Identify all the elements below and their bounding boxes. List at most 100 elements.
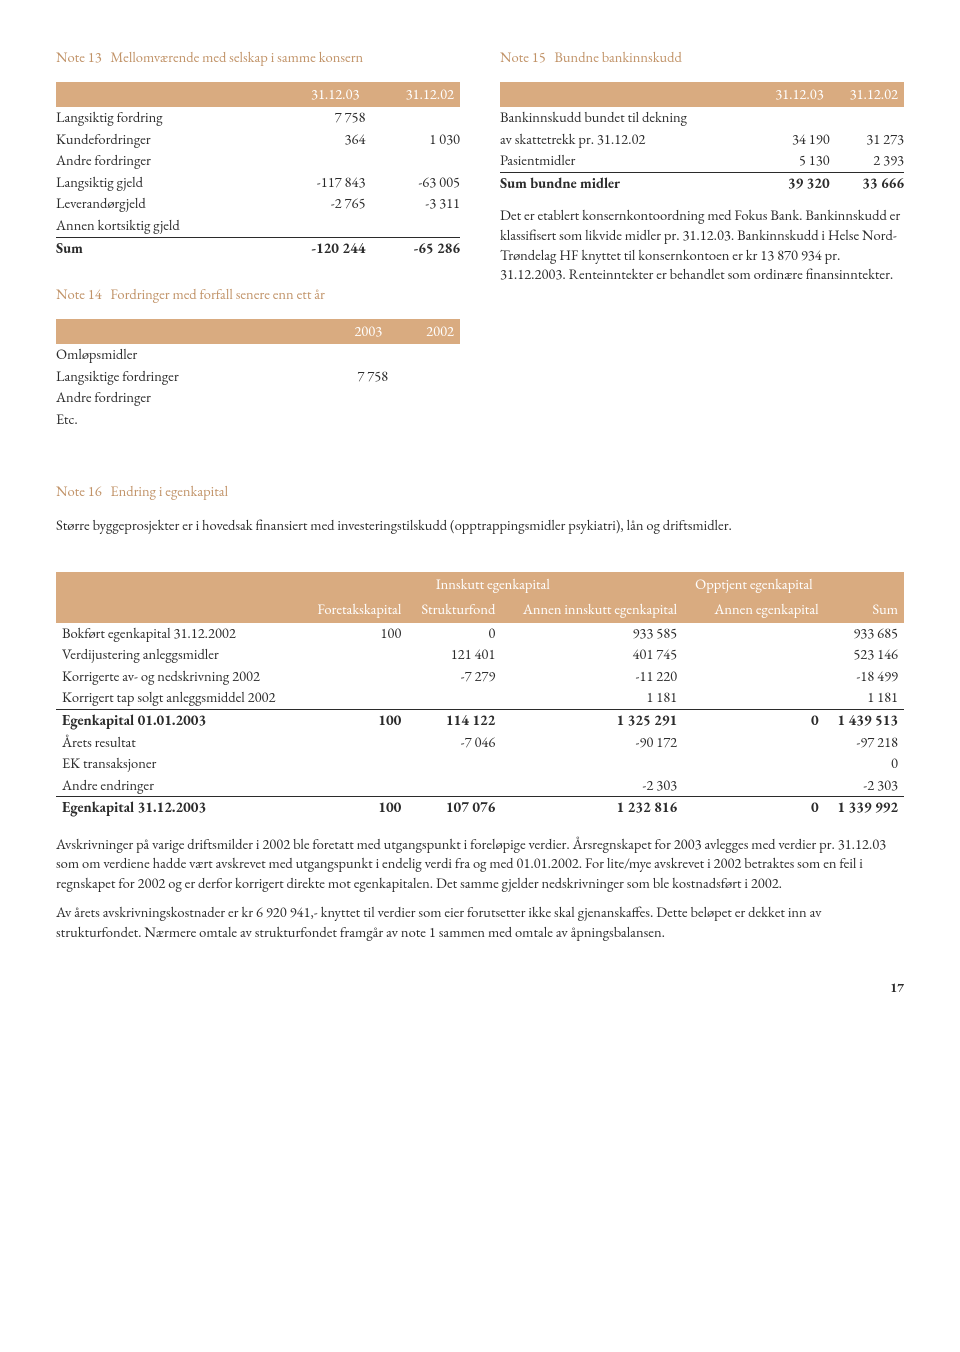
cell-v3 xyxy=(501,753,683,775)
cell-label: EK transaksjoner xyxy=(56,753,302,775)
cell-v2: 0 xyxy=(407,623,501,645)
cell-v1 xyxy=(302,644,407,666)
note16-intro: Større byggeprosjekter er i hovedsak fin… xyxy=(56,516,904,536)
note13-h1: 31.12.03 xyxy=(271,82,366,108)
table-row: Korrigerte av- og nedskrivning 2002 -7 2… xyxy=(56,666,904,688)
note16-c1: Foretakskapital xyxy=(302,597,407,623)
cell-v1 xyxy=(302,753,407,775)
cell-c1 xyxy=(316,344,388,366)
note16-num: Note 16 xyxy=(56,482,102,501)
cell-label: Leverandørgjeld xyxy=(56,193,271,215)
note13-h2: 31.12.02 xyxy=(365,82,460,108)
note15-table: 31.12.03 31.12.02 Bankinnskudd bundet ti… xyxy=(500,82,904,195)
note15-sum-row: Sum bundne midler 39 320 33 666 xyxy=(500,172,904,194)
note13-title: Note 13 Mellomværende med selskap i samm… xyxy=(56,48,460,68)
table-row: Bokført egenkapital 31.12.2002 100 0 933… xyxy=(56,623,904,645)
note13-header-row: 31.12.03 31.12.02 xyxy=(56,82,460,108)
note15-intro-label: Bankinnskudd bundet til dekning xyxy=(500,107,755,129)
cell-c2: -3 311 xyxy=(365,193,460,215)
cell-label: Andre fordringer xyxy=(56,150,271,172)
cell-v3: 1 232 816 xyxy=(501,797,683,819)
table-row: Andre endringer -2 303 -2 303 xyxy=(56,775,904,797)
note14-h1: 2003 xyxy=(316,319,388,345)
top-two-column: Note 13 Mellomværende med selskap i samm… xyxy=(56,48,904,430)
cell-v1 xyxy=(302,775,407,797)
cell-v1: 100 xyxy=(302,797,407,819)
cell-c2 xyxy=(365,150,460,172)
note15-body: Det er etablert konsernkontoordning med … xyxy=(500,206,904,284)
cell-v3: 1 325 291 xyxy=(501,709,683,731)
cell-v2: 114 122 xyxy=(407,709,501,731)
cell-label: Verdijustering anleggsmidler xyxy=(56,644,302,666)
cell-c2 xyxy=(388,387,460,409)
table-row: Langsiktige fordringer 7 758 xyxy=(56,366,460,388)
note13-sum-label: Sum xyxy=(56,237,271,259)
cell-label: Pasientmidler xyxy=(500,150,755,172)
cell-v1 xyxy=(302,666,407,688)
cell-v4 xyxy=(683,687,825,709)
cell-c1: 7 758 xyxy=(271,107,366,129)
note15-sum-label: Sum bundne midler xyxy=(500,172,755,194)
note16-para1: Avskrivninger på varige driftsmilder i 2… xyxy=(56,835,904,894)
cell-v1 xyxy=(302,732,407,754)
note16-header-row: Foretakskapital Strukturfond Annen innsk… xyxy=(56,597,904,623)
cell-v1: 100 xyxy=(302,623,407,645)
note16-header-top: Innskutt egenkapital Opptjent egenkapita… xyxy=(56,572,904,598)
note14-h0 xyxy=(56,319,316,345)
note13-h0 xyxy=(56,82,271,108)
cell-c2 xyxy=(388,366,460,388)
note15-h2: 31.12.02 xyxy=(830,82,904,108)
note16-intro-text: Større byggeprosjekter er i hovedsak fin… xyxy=(56,516,904,536)
cell-label: av skattetrekk pr. 31.12.02 xyxy=(500,129,755,151)
note13-sum-c2: -65 286 xyxy=(365,237,460,259)
cell-v4 xyxy=(683,623,825,645)
table-row: av skattetrekk pr. 31.12.02 34 190 31 27… xyxy=(500,129,904,151)
cell-v4 xyxy=(683,775,825,797)
note15-sum-c2: 33 666 xyxy=(830,172,904,194)
cell-v5: 0 xyxy=(825,753,904,775)
page-number: 17 xyxy=(56,979,904,997)
cell-c2 xyxy=(365,107,460,129)
note16-ht-innskutt: Innskutt egenkapital xyxy=(302,572,683,598)
cell-label: Langsiktige fordringer xyxy=(56,366,316,388)
cell-v2: 121 401 xyxy=(407,644,501,666)
note16-c5: Sum xyxy=(825,597,904,623)
cell-label: Langsiktig fordring xyxy=(56,107,271,129)
note16-title: Note 16 Endring i egenkapital xyxy=(56,482,904,502)
cell-v4 xyxy=(683,732,825,754)
table-row: Andre fordringer xyxy=(56,387,460,409)
table-row: Omløpsmidler xyxy=(56,344,460,366)
table-row: Korrigert tap solgt anleggsmiddel 2002 1… xyxy=(56,687,904,709)
note14-header-row: 2003 2002 xyxy=(56,319,460,345)
note15-title: Note 15 Bundne bankinnskudd xyxy=(500,48,904,68)
cell-v2: -7 279 xyxy=(407,666,501,688)
table-row: Kundefordringer 364 1 030 xyxy=(56,129,460,151)
cell-c2: 31 273 xyxy=(830,129,904,151)
cell-label: Langsiktig gjeld xyxy=(56,172,271,194)
cell-v5: -97 218 xyxy=(825,732,904,754)
cell-c2 xyxy=(388,409,460,431)
note13-table: 31.12.03 31.12.02 Langsiktig fordring 7 … xyxy=(56,82,460,260)
cell-v2: -7 046 xyxy=(407,732,501,754)
note15-h0 xyxy=(500,82,755,108)
note13-text: Mellomværende med selskap i samme konser… xyxy=(110,48,363,67)
table-row: Andre fordringer xyxy=(56,150,460,172)
cell-v4 xyxy=(683,644,825,666)
cell-label: Kundefordringer xyxy=(56,129,271,151)
left-column: Note 13 Mellomværende med selskap i samm… xyxy=(56,48,460,430)
cell-label: Andre fordringer xyxy=(56,387,316,409)
cell-label: Korrigerte av- og nedskrivning 2002 xyxy=(56,666,302,688)
note16-c2: Strukturfond xyxy=(407,597,501,623)
cell-c1 xyxy=(316,409,388,431)
cell-v4: 0 xyxy=(683,797,825,819)
cell-label: Etc. xyxy=(56,409,316,431)
cell-v5: -18 499 xyxy=(825,666,904,688)
table-row: Egenkapital 01.01.2003 100 114 122 1 325… xyxy=(56,709,904,731)
table-row: Verdijustering anleggsmidler 121 401 401… xyxy=(56,644,904,666)
cell-v1: 100 xyxy=(302,709,407,731)
cell-v5: 1 181 xyxy=(825,687,904,709)
table-row: Årets resultat -7 046 -90 172 -97 218 xyxy=(56,732,904,754)
note16-body: Avskrivninger på varige driftsmilder i 2… xyxy=(56,835,904,943)
table-row: EK transaksjoner 0 xyxy=(56,753,904,775)
cell-v4: 0 xyxy=(683,709,825,731)
